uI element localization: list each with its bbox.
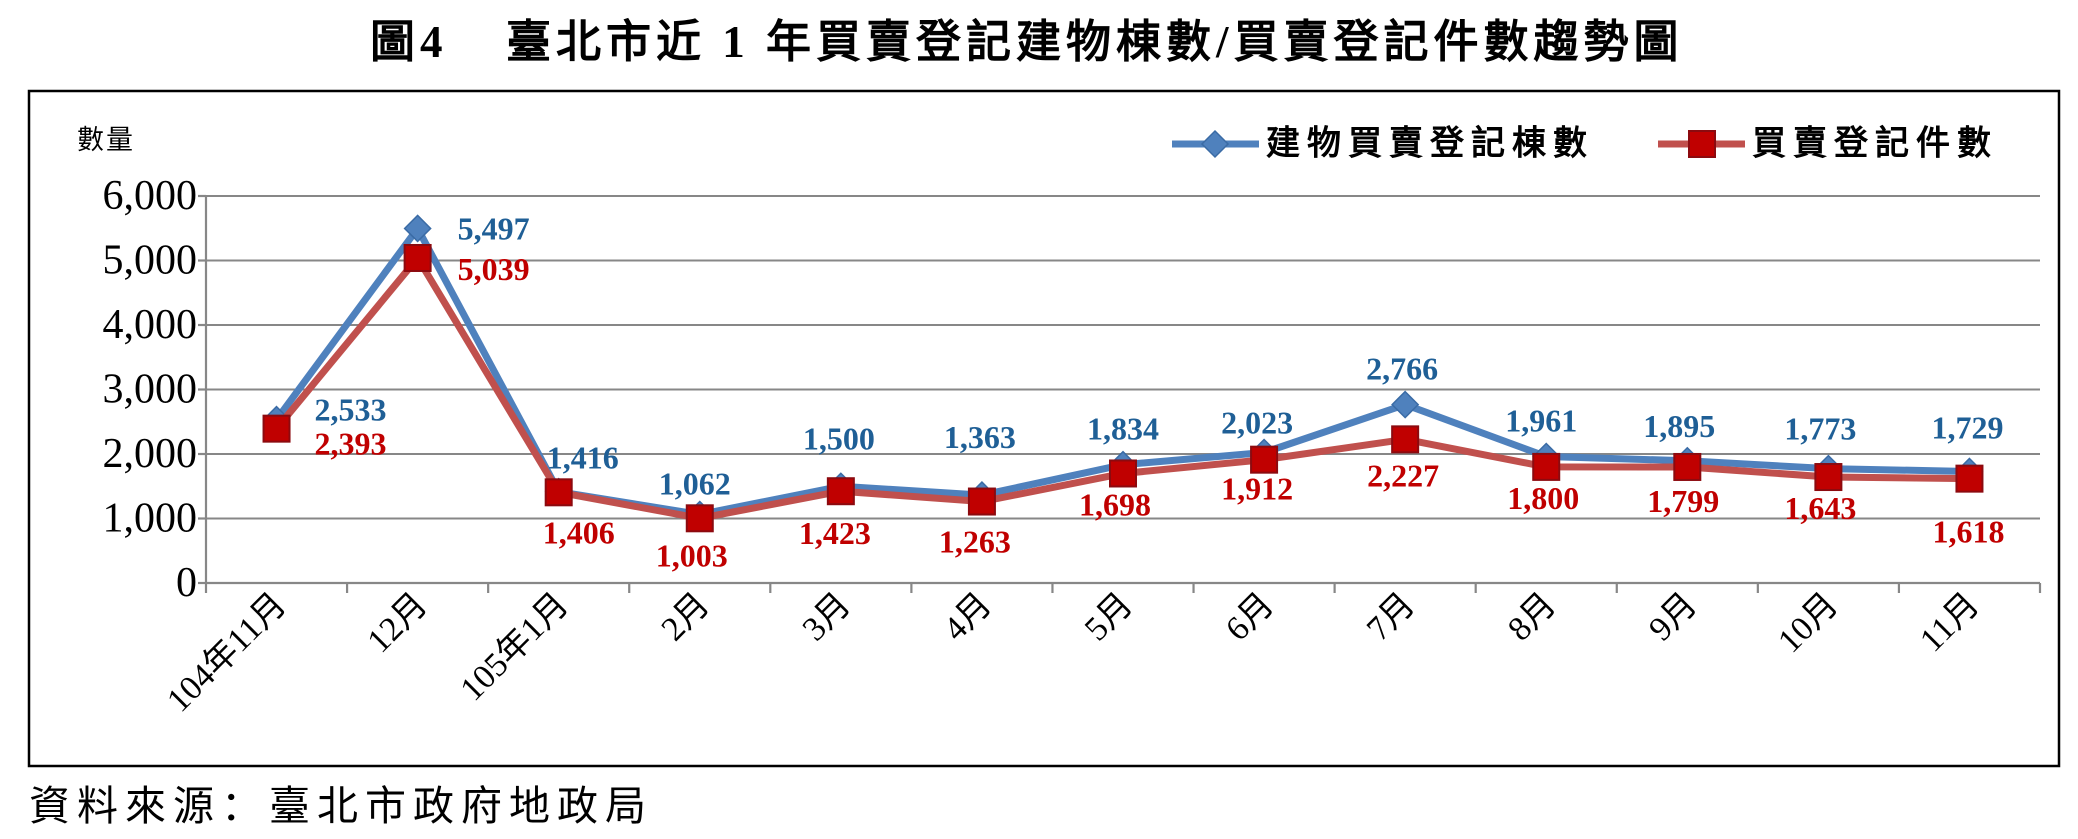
data-label: 5,497 [458, 210, 530, 246]
series-lines-and-markers [262, 214, 1984, 533]
y-axis-label: 數量 [77, 125, 135, 155]
data-labels: 2,533 5,497 1,416 1,062 1,500 1,363 1,834 2,023… [315, 210, 2005, 573]
chart-title: 臺北市近 1 年買賣登記建物棟數/買賣登記件數趨勢圖 [506, 17, 1684, 67]
y-tick-labels: 0 1,000 2,000 3,000 4,000 5,000 6,000 [103, 173, 198, 606]
square-marker [826, 477, 855, 506]
diamond-marker [1391, 390, 1420, 419]
data-label: 2,766 [1366, 351, 1438, 387]
square-marker [403, 243, 432, 272]
y-tick-label: 1,000 [103, 496, 198, 542]
y-tick-label: 3,000 [103, 367, 198, 413]
legend-square-marker [1688, 130, 1716, 158]
square-marker [967, 487, 996, 516]
y-tick-label: 4,000 [103, 302, 198, 348]
data-label: 1,618 [1932, 514, 2004, 550]
data-label: 1,363 [944, 419, 1016, 455]
data-label: 1,062 [659, 466, 731, 502]
axes [198, 194, 2042, 593]
square-marker [544, 478, 573, 507]
data-label: 1,263 [939, 524, 1011, 560]
data-label: 1,800 [1507, 480, 1579, 516]
data-label: 1,799 [1647, 483, 1719, 519]
data-label: 2,393 [315, 426, 387, 462]
data-label: 2,227 [1367, 457, 1439, 493]
square-marker [262, 414, 291, 443]
square-marker [1250, 445, 1279, 474]
data-label: 1,961 [1505, 403, 1577, 439]
chart-frame [27, 89, 2061, 768]
data-label: 1,698 [1079, 486, 1151, 522]
legend-label-registrations: 買賣登記件數 [1752, 124, 1998, 163]
legend: 建物買賣登記棟數 買賣登記件數 [1172, 124, 1998, 163]
y-tick-label: 0 [176, 560, 197, 606]
data-label: 1,416 [547, 440, 619, 476]
y-tick-label: 2,000 [103, 431, 198, 477]
square-marker [1532, 452, 1561, 481]
y-tick-label: 6,000 [103, 173, 198, 219]
data-label: 1,729 [1931, 409, 2003, 445]
diamond-marker [403, 214, 432, 243]
data-label: 5,039 [458, 251, 530, 287]
legend-item-buildings: 建物買賣登記棟數 [1172, 124, 1594, 163]
square-marker [1109, 459, 1137, 488]
square-marker [1814, 463, 1843, 492]
data-label: 1,834 [1087, 411, 1159, 447]
y-tick-label: 5,000 [103, 238, 198, 284]
data-label: 2,533 [315, 392, 387, 428]
square-marker [685, 504, 714, 533]
data-label: 1,406 [543, 514, 615, 550]
data-label: 1,423 [799, 515, 871, 551]
legend-label-buildings: 建物買賣登記棟數 [1266, 124, 1594, 163]
data-label: 1,912 [1221, 471, 1293, 507]
gridlines [206, 195, 2040, 520]
data-label: 1,003 [656, 537, 728, 573]
data-label: 2,023 [1221, 405, 1293, 441]
source-note: 資料來源：臺北市政府地政局 [29, 783, 653, 829]
figure-number: 圖4 [370, 17, 448, 67]
data-label: 1,500 [803, 420, 875, 456]
legend-diamond-marker [1200, 129, 1230, 159]
legend-item-registrations: 買賣登記件數 [1658, 124, 1998, 163]
data-label: 1,773 [1784, 411, 1856, 447]
data-label: 1,643 [1784, 490, 1856, 526]
square-marker [1391, 425, 1420, 454]
data-label: 1,895 [1643, 408, 1715, 444]
series-registrations [262, 243, 1984, 533]
square-marker [1955, 464, 1984, 493]
square-marker [1673, 452, 1702, 481]
